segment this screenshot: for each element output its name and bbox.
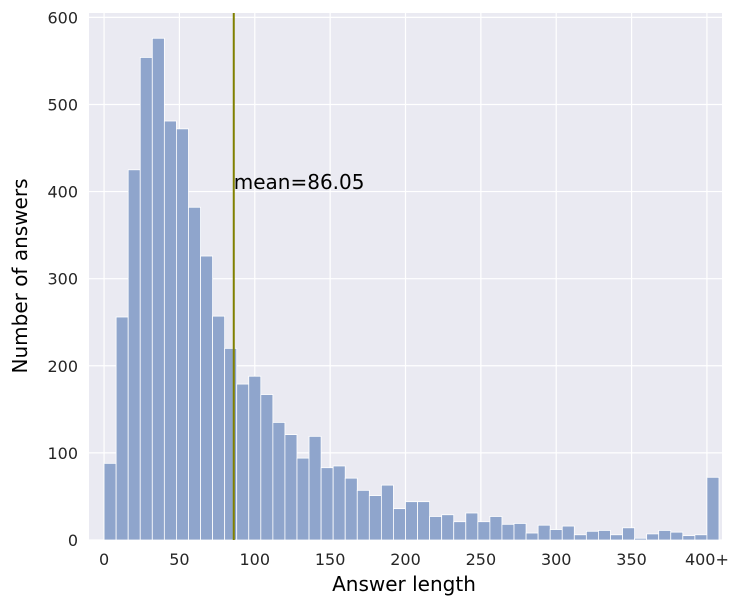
bar-4 (151, 37, 165, 541)
bar-20 (344, 477, 358, 541)
bar-47 (670, 531, 684, 541)
bar-17 (308, 435, 322, 541)
x-tick-label-7: 350 (616, 550, 647, 569)
bar-1 (115, 316, 129, 541)
bar-33 (501, 523, 515, 541)
y-tick-label-5: 500 (47, 95, 78, 114)
x-tick-label-6: 300 (541, 550, 572, 569)
bar-7 (188, 206, 201, 541)
y-tick-label-6: 600 (47, 8, 78, 27)
mean-marker: mean=86.05 (232, 13, 365, 540)
bar-26 (417, 501, 431, 541)
bar-8 (200, 255, 213, 541)
y-tick-label-4: 400 (47, 183, 78, 202)
bar-23 (380, 484, 394, 541)
bar-45 (646, 533, 660, 541)
bar-24 (393, 508, 406, 541)
bar-34 (513, 523, 527, 541)
bar-36 (537, 524, 551, 541)
y-tick-label-3: 300 (47, 270, 78, 289)
bar-46 (658, 530, 672, 541)
x-axis-ticks: 0 50 100 150 200 250 300 350 400+ (99, 550, 729, 569)
bar-50 (706, 476, 720, 541)
bar-14 (272, 422, 286, 541)
bar-0 (103, 462, 117, 541)
mean-annotation: mean=86.05 (234, 170, 365, 194)
y-tick-label-2: 200 (47, 357, 78, 376)
bar-11 (236, 383, 250, 541)
bar-49 (694, 534, 708, 541)
bar-6 (176, 128, 189, 541)
bar-12 (248, 375, 262, 541)
bar-16 (296, 457, 310, 541)
bar-21 (356, 489, 370, 541)
bar-19 (332, 465, 346, 541)
y-tick-label-0: 0 (68, 531, 78, 550)
y-axis-ticks: 0 100 200 300 400 500 600 (47, 8, 78, 550)
bar-32 (489, 516, 503, 541)
bar-13 (260, 394, 274, 541)
bar-42 (610, 534, 623, 541)
y-tick-label-1: 100 (47, 444, 78, 463)
bar-43 (622, 527, 635, 541)
bar-15 (284, 434, 298, 541)
bar-48 (682, 535, 696, 541)
bar-2 (127, 169, 141, 541)
x-tick-label-1: 50 (169, 550, 189, 569)
x-tick-label-3: 150 (315, 550, 346, 569)
x-tick-label-4: 200 (390, 550, 421, 569)
bar-41 (598, 530, 611, 541)
bar-9 (212, 315, 226, 541)
bar-38 (561, 525, 575, 541)
bar-31 (477, 521, 491, 541)
x-tick-label-2: 100 (240, 550, 271, 569)
bar-37 (549, 529, 563, 541)
bar-29 (453, 521, 467, 541)
x-axis-label: Answer length (332, 572, 476, 596)
bar-44 (634, 537, 648, 541)
bar-28 (441, 514, 455, 541)
bar-22 (368, 495, 382, 541)
bar-5 (163, 120, 177, 541)
bar-39 (573, 534, 587, 541)
bar-10 (224, 347, 238, 541)
bar-40 (585, 530, 599, 541)
bar-30 (465, 512, 479, 541)
x-tick-label-8: 400+ (685, 550, 729, 569)
bar-3 (139, 57, 153, 541)
bar-25 (405, 501, 418, 541)
x-tick-label-5: 250 (466, 550, 497, 569)
bar-35 (525, 532, 539, 541)
y-axis-label: Number of answers (8, 179, 32, 374)
bar-18 (320, 467, 334, 541)
x-tick-label-0: 0 (99, 550, 109, 569)
bar-27 (429, 516, 443, 541)
